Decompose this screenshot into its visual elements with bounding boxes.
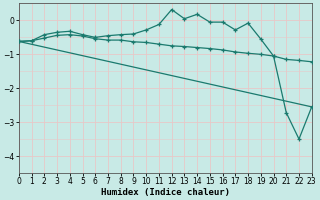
- X-axis label: Humidex (Indice chaleur): Humidex (Indice chaleur): [101, 188, 230, 197]
